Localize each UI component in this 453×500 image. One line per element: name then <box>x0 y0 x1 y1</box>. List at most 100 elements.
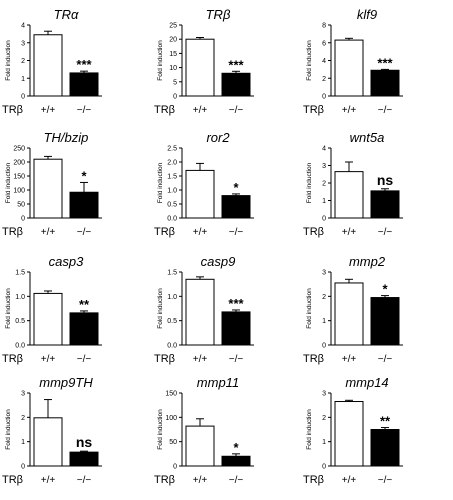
bar-wildtype <box>185 425 215 467</box>
category-label: +/+ <box>193 227 208 238</box>
bar-wildtype <box>33 34 63 97</box>
genotype-row-label: TRβ <box>303 226 324 238</box>
genotype-row-label: TRβ <box>154 474 175 486</box>
panel-3: TH/bzip Fold induction 0 50 100 150 200 250 +/+ −… <box>2 130 102 238</box>
y-tick-label: 3 <box>21 40 25 47</box>
y-tick-label: 3 <box>322 391 326 398</box>
category-label: +/+ <box>193 354 208 365</box>
panel-1: TRβ Fold induction 0 5 10 15 20 25 +/+ −/− *** TRβ <box>154 7 254 116</box>
bar-wildtype <box>185 278 215 346</box>
y-tick-label: 2 <box>21 415 25 422</box>
panel-title: mmp11 <box>197 375 239 390</box>
bar-wildtype <box>334 39 364 97</box>
category-label: +/+ <box>41 227 56 238</box>
genotype-row-label: TRβ <box>2 104 23 116</box>
y-tick-label: 100 <box>13 188 25 195</box>
y-tick-label: 1.0 <box>167 294 177 301</box>
y-axis-label: Fold induction <box>157 40 164 81</box>
y-tick-label: 250 <box>13 146 25 153</box>
y-tick-label: 3 <box>322 163 326 170</box>
y-tick-label: 4 <box>322 146 326 153</box>
y-tick-label: 20 <box>169 37 177 44</box>
significance-marker: * <box>382 282 388 297</box>
bar-knockout <box>69 451 99 467</box>
category-label: −/− <box>378 475 393 486</box>
y-axis-label: Fold induction <box>5 162 12 203</box>
y-tick-label: 2 <box>322 415 326 422</box>
y-tick-label: 0 <box>173 94 177 101</box>
category-label: +/+ <box>41 105 56 116</box>
bar-knockout <box>370 297 400 346</box>
category-label: +/+ <box>193 475 208 486</box>
bar-knockout <box>370 190 400 219</box>
category-label: −/− <box>77 227 92 238</box>
y-tick-label: 2.0 <box>167 160 177 167</box>
y-tick-label: 0 <box>173 464 177 471</box>
significance-marker: *** <box>76 57 92 72</box>
genotype-row-label: TRβ <box>303 104 324 116</box>
y-tick-label: 0.0 <box>167 343 177 350</box>
significance-marker: *** <box>377 55 393 70</box>
y-tick-label: 100 <box>165 415 177 422</box>
y-tick-label: 6 <box>322 40 326 47</box>
panel-title: mmp9TH <box>39 375 93 390</box>
panel-title: TRβ <box>206 7 231 22</box>
y-tick-label: 0 <box>322 94 326 101</box>
category-label: −/− <box>229 354 244 365</box>
y-tick-label: 0 <box>21 94 25 101</box>
significance-marker: ** <box>380 414 391 429</box>
y-tick-label: 0.5 <box>167 202 177 209</box>
panel-10: mmp11 Fold induction 0 50 100 150 +/+ −/− * TRβ <box>154 375 254 486</box>
bar-wildtype <box>185 38 215 97</box>
y-tick-label: 0.0 <box>167 216 177 223</box>
y-tick-label: 1 <box>21 76 25 83</box>
y-tick-label: 1.5 <box>167 174 177 181</box>
category-label: +/+ <box>342 227 357 238</box>
category-label: −/− <box>378 105 393 116</box>
bar-wildtype <box>33 417 63 467</box>
bar-wildtype <box>334 171 364 219</box>
y-tick-label: 200 <box>13 160 25 167</box>
y-tick-label: 3 <box>322 270 326 277</box>
genotype-row-label: TRβ <box>154 353 175 365</box>
y-tick-label: 0 <box>21 464 25 471</box>
y-tick-label: 2 <box>21 58 25 65</box>
y-tick-label: 50 <box>17 202 25 209</box>
bar-knockout <box>69 312 99 346</box>
panel-7: casp9 Fold induction 0.0 0.5 1.0 1.5 +/+ −/− ***… <box>154 254 254 365</box>
significance-marker: ** <box>79 297 90 312</box>
bar-knockout <box>69 191 99 219</box>
significance-marker: *** <box>228 296 244 311</box>
panel-8: mmp2 Fold induction 0 1 2 3 +/+ −/− * TRβ <box>303 254 403 365</box>
panel-2: klf9 Fold induction 0 2 4 6 8 +/+ −/− *** TRβ <box>303 7 403 116</box>
y-tick-label: 0.5 <box>15 318 25 325</box>
category-label: +/+ <box>342 354 357 365</box>
y-tick-label: 0.0 <box>15 343 25 350</box>
y-tick-label: 8 <box>322 23 326 30</box>
y-tick-label: 0 <box>21 216 25 223</box>
category-label: −/− <box>77 105 92 116</box>
category-label: −/− <box>77 475 92 486</box>
bar-knockout <box>221 455 251 467</box>
y-tick-label: 1.0 <box>167 188 177 195</box>
y-axis-label: Fold induction <box>306 40 313 81</box>
y-tick-label: 0 <box>322 343 326 350</box>
panel-title: wnt5a <box>350 130 385 145</box>
y-tick-label: 1.5 <box>15 270 25 277</box>
y-tick-label: 0 <box>322 464 326 471</box>
panel-5: wnt5a Fold induction 0 1 2 3 4 +/+ −/− ns TRβ <box>303 130 403 238</box>
panel-title: ror2 <box>206 130 230 145</box>
y-tick-label: 3 <box>21 391 25 398</box>
bar-wildtype <box>185 169 215 219</box>
category-label: −/− <box>77 354 92 365</box>
panel-11: mmp14 Fold induction 0 1 2 3 +/+ −/− ** TRβ <box>303 375 403 486</box>
y-tick-label: 10 <box>169 65 177 72</box>
genotype-row-label: TRβ <box>2 474 23 486</box>
y-axis-label: Fold induction <box>306 409 313 450</box>
y-tick-label: 1 <box>21 439 25 446</box>
genotype-row-label: TRβ <box>154 104 175 116</box>
y-axis-label: Fold induction <box>306 162 313 203</box>
bar-knockout <box>69 72 99 97</box>
genotype-row-label: TRβ <box>2 226 23 238</box>
bar-knockout <box>221 72 251 97</box>
